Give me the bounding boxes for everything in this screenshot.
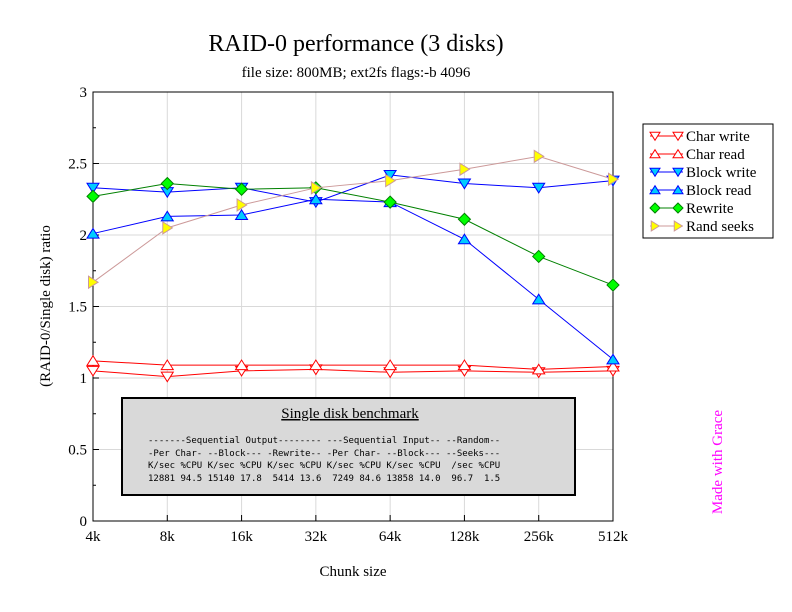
data-point-block-read (531, 293, 546, 305)
data-point-rand-seeks (310, 180, 322, 195)
data-point-block-write (457, 178, 472, 190)
x-tick-label: 16k (230, 529, 253, 545)
data-point-block-write (531, 182, 546, 194)
y-tick-label: 1 (80, 371, 88, 387)
legend-marker-rewrite (672, 202, 684, 214)
data-point-char-read (457, 359, 472, 371)
chart-title: RAID-0 performance (3 disks) (208, 31, 503, 57)
series-line-rand-seeks (92, 155, 614, 283)
series-line-block-read (92, 198, 614, 360)
data-point-char-read (160, 359, 175, 371)
data-point-rand-seeks (236, 198, 248, 212)
y-tick-label: 1.5 (68, 300, 87, 316)
legend-marker-char-read (649, 148, 661, 159)
data-point-rewrite (383, 195, 397, 209)
data-point-char-read (234, 359, 249, 371)
x-axis-label: Chunk size (319, 564, 386, 580)
legend-label-rand-seeks: Rand seeks (686, 219, 754, 235)
chart-subtitle: file size: 800MB; ext2fs flags:-b 4096 (242, 65, 471, 81)
data-point-rewrite (234, 182, 249, 196)
x-tick-label: 64k (379, 529, 402, 545)
x-tick-label: 512k (598, 529, 629, 545)
data-point-char-read (383, 359, 398, 371)
data-point-rewrite (86, 189, 100, 204)
y-tick-label: 0 (80, 514, 88, 530)
legend-marker-char-read (672, 148, 684, 159)
data-point-block-read (160, 210, 175, 222)
data-point-rand-seeks (385, 173, 397, 188)
x-tick-label: 32k (305, 529, 328, 545)
data-point-rand-seeks (162, 220, 174, 235)
x-tick-label: 8k (160, 529, 176, 545)
legend-marker-block-write (649, 167, 661, 178)
data-point-char-read (606, 360, 620, 372)
data-point-block-write (86, 182, 100, 194)
benchmark-box: Single disk benchmark -------Sequential … (121, 397, 576, 496)
y-tick-label: 2 (80, 228, 88, 244)
data-point-block-read (86, 227, 100, 239)
data-point-rewrite (160, 176, 174, 191)
benchmark-box-frame (121, 397, 576, 496)
data-point-rewrite (532, 249, 546, 264)
legend-marker-block-write (672, 167, 684, 178)
series-line-char-write (92, 368, 614, 378)
data-point-char-write (86, 365, 100, 377)
legend-marker-rewrite (649, 202, 661, 214)
benchmark-line-2: -Per Char- --Block--- -Rewrite-- -Per Ch… (148, 449, 500, 459)
benchmark-title: Single disk benchmark (281, 406, 419, 422)
benchmark-line-1: -------Sequential Output-------- ---Sequ… (148, 436, 500, 446)
ticks: 4k 8k 16k 32k 64k 128k 256k 512k 0 0.5 1 1.5 2 2.5 3 (68, 85, 628, 545)
x-tick-label: 4k (86, 529, 102, 545)
series-line-char-read (92, 360, 614, 370)
data-point-block-read (234, 208, 249, 220)
data-point-rand-seeks (459, 162, 471, 177)
legend-marker-rand-seeks (650, 220, 661, 232)
y-axis-label: (RAID-0/Single disk) ratio (38, 225, 54, 387)
series-line-rewrite (92, 183, 614, 286)
y-tick-label: 0.5 (68, 443, 87, 459)
data-point-block-read (606, 353, 620, 365)
data-point-rewrite (457, 212, 472, 226)
data-point-rand-seeks (608, 172, 620, 187)
y-tick-label: 3 (80, 85, 88, 101)
legend-marker-rand-seeks (673, 220, 684, 232)
data-point-rand-seeks (533, 149, 545, 164)
legend-label-block-write: Block write (686, 165, 757, 181)
x-tick-label: 256k (524, 529, 555, 545)
data-point-rand-seeks (88, 275, 100, 290)
legend-marker-char-write (649, 131, 661, 142)
legend-marker-char-write (672, 131, 684, 142)
data-point-char-write (160, 371, 175, 383)
legend-label-block-read: Block read (686, 183, 752, 199)
series-group (86, 149, 620, 383)
legend-label-char-write: Char write (686, 129, 750, 145)
legend: Char write Char read Block write Block read… (642, 123, 774, 239)
data-point-block-read (457, 233, 472, 245)
legend-label-rewrite: Rewrite (686, 201, 734, 217)
legend-marker-block-read (649, 184, 661, 195)
watermark: Made with Grace (710, 410, 726, 514)
data-point-char-read (531, 363, 546, 375)
data-point-char-read (86, 354, 100, 366)
series-line-block-write (92, 174, 614, 203)
legend-frame (642, 123, 774, 239)
x-tick-label: 128k (449, 529, 480, 545)
legend-marker-block-read (672, 184, 684, 195)
y-tick-label: 2.5 (68, 157, 87, 173)
data-point-block-read (308, 193, 323, 205)
data-point-rewrite (606, 278, 620, 292)
legend-label-char-read: Char read (686, 147, 745, 163)
data-point-char-read (308, 359, 323, 371)
benchmark-line-4: 12881 94.5 15140 17.8 5414 13.6 7249 84.… (148, 474, 500, 484)
benchmark-line-3: K/sec %CPU K/sec %CPU K/sec %CPU K/sec %… (148, 461, 500, 471)
